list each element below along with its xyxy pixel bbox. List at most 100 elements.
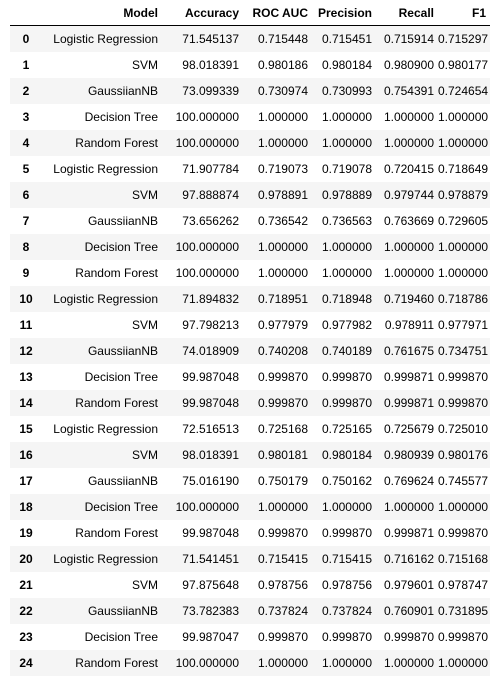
precision-cell: 0.750162 bbox=[321, 473, 372, 488]
roc-auc-cell: 0.740208 bbox=[257, 343, 308, 358]
recall-cell: 1.000000 bbox=[383, 265, 434, 280]
header-row: Model Accuracy ROC AUC Precision Recall … bbox=[10, 0, 490, 26]
model-cell: Decision Tree bbox=[84, 109, 158, 124]
precision-cell: 0.999870 bbox=[321, 395, 372, 410]
precision-cell: 1.000000 bbox=[321, 109, 372, 124]
column-header-recall: Recall bbox=[376, 0, 438, 26]
table-row: 9 Random Forest 100.000000 1.000000 1.000000… bbox=[10, 259, 490, 286]
precision-cell: 0.980184 bbox=[321, 447, 372, 462]
precision-cell: 0.730993 bbox=[321, 83, 372, 98]
precision-cell: 0.715451 bbox=[321, 31, 372, 46]
precision-cell: 1.000000 bbox=[321, 655, 372, 670]
recall-cell: 0.754391 bbox=[383, 83, 434, 98]
model-cell: GaussiianNB bbox=[87, 83, 158, 98]
precision-cell: 0.999870 bbox=[321, 525, 372, 540]
model-cell: Decision Tree bbox=[84, 629, 158, 644]
f1-cell: 1.000000 bbox=[438, 499, 489, 514]
accuracy-cell: 99.987047 bbox=[182, 629, 239, 644]
model-cell: GaussiianNB bbox=[87, 343, 158, 358]
row-index: 3 bbox=[22, 109, 30, 124]
accuracy-cell: 100.000000 bbox=[175, 239, 239, 254]
accuracy-cell: 99.987048 bbox=[182, 525, 239, 540]
model-cell: Random Forest bbox=[75, 135, 158, 150]
roc-auc-cell: 0.980181 bbox=[257, 447, 308, 462]
model-cell: Random Forest bbox=[75, 395, 158, 410]
accuracy-cell: 98.018391 bbox=[182, 57, 239, 72]
f1-cell: 1.000000 bbox=[438, 265, 489, 280]
table-row: 8 Decision Tree 100.000000 1.000000 1.000000… bbox=[10, 233, 490, 260]
model-cell: Random Forest bbox=[75, 655, 158, 670]
table-row: 10 Logistic Regression 71.894832 0.718951 0.… bbox=[10, 285, 490, 312]
accuracy-cell: 71.894832 bbox=[182, 291, 239, 306]
model-cell: Decision Tree bbox=[84, 499, 158, 514]
model-cell: SVM bbox=[131, 57, 158, 72]
accuracy-cell: 73.099339 bbox=[182, 83, 239, 98]
table-row: 15 Logistic Regression 72.516513 0.725168 0.… bbox=[10, 415, 490, 442]
table-row: 2 GaussiianNB 73.099339 0.730974 0.730993 0.7… bbox=[10, 77, 490, 104]
f1-cell: 0.718649 bbox=[438, 161, 489, 176]
model-cell: SVM bbox=[131, 187, 158, 202]
accuracy-cell: 72.516513 bbox=[182, 421, 239, 436]
row-index: 13 bbox=[19, 369, 33, 384]
roc-auc-cell: 0.730974 bbox=[257, 83, 308, 98]
table-row: 0 Logistic Regression 71.545137 0.715448 0.7… bbox=[10, 25, 490, 52]
table-row: 4 Random Forest 100.000000 1.000000 1.000000… bbox=[10, 129, 490, 156]
roc-auc-cell: 1.000000 bbox=[257, 135, 308, 150]
row-index: 21 bbox=[19, 577, 33, 592]
recall-cell: 0.769624 bbox=[383, 473, 434, 488]
roc-auc-cell: 0.999870 bbox=[257, 525, 308, 540]
precision-cell: 0.740189 bbox=[321, 343, 372, 358]
table-header: Model Accuracy ROC AUC Precision Recall … bbox=[10, 0, 490, 26]
roc-auc-cell: 1.000000 bbox=[257, 109, 308, 124]
table-row: 1 SVM 98.018391 0.980186 0.980184 0.980900 0.9… bbox=[10, 51, 490, 78]
roc-auc-cell: 0.737824 bbox=[257, 603, 308, 618]
row-index: 17 bbox=[19, 473, 33, 488]
recall-cell: 0.719460 bbox=[383, 291, 434, 306]
table-row: 19 Random Forest 99.987048 0.999870 0.999870… bbox=[10, 519, 490, 546]
f1-cell: 0.718786 bbox=[438, 291, 489, 306]
column-header-accuracy: Accuracy bbox=[162, 0, 243, 26]
accuracy-cell: 97.798213 bbox=[182, 317, 239, 332]
model-cell: GaussiianNB bbox=[87, 473, 158, 488]
index-header bbox=[10, 0, 42, 26]
f1-cell: 1.000000 bbox=[438, 109, 489, 124]
model-cell: Logistic Regression bbox=[53, 421, 158, 436]
recall-cell: 1.000000 bbox=[383, 135, 434, 150]
accuracy-cell: 73.656262 bbox=[182, 213, 239, 228]
roc-auc-cell: 1.000000 bbox=[257, 265, 308, 280]
row-index: 10 bbox=[19, 291, 33, 306]
accuracy-cell: 71.907784 bbox=[182, 161, 239, 176]
precision-cell: 1.000000 bbox=[321, 265, 372, 280]
roc-auc-cell: 1.000000 bbox=[257, 239, 308, 254]
recall-cell: 0.761675 bbox=[383, 343, 434, 358]
roc-auc-cell: 0.978891 bbox=[257, 187, 308, 202]
precision-cell: 0.977982 bbox=[321, 317, 372, 332]
recall-cell: 0.999871 bbox=[383, 395, 434, 410]
table-row: 17 GaussiianNB 75.016190 0.750179 0.750162 0.… bbox=[10, 467, 490, 494]
f1-cell: 1.000000 bbox=[438, 655, 489, 670]
recall-cell: 0.999871 bbox=[383, 369, 434, 384]
f1-cell: 0.999870 bbox=[438, 525, 489, 540]
f1-cell: 0.978747 bbox=[438, 577, 489, 592]
results-table: Model Accuracy ROC AUC Precision Recall … bbox=[10, 0, 490, 676]
f1-cell: 0.999870 bbox=[438, 395, 489, 410]
roc-auc-cell: 0.719073 bbox=[257, 161, 308, 176]
row-index: 6 bbox=[22, 187, 30, 202]
f1-cell: 0.725010 bbox=[438, 421, 489, 436]
f1-cell: 0.999870 bbox=[438, 369, 489, 384]
f1-cell: 0.715168 bbox=[438, 551, 489, 566]
model-cell: SVM bbox=[131, 317, 158, 332]
row-index: 16 bbox=[19, 447, 33, 462]
recall-cell: 0.715914 bbox=[383, 31, 434, 46]
table-row: 22 GaussiianNB 73.782383 0.737824 0.737824 0.… bbox=[10, 597, 490, 624]
f1-cell: 0.734751 bbox=[438, 343, 489, 358]
precision-cell: 0.718948 bbox=[321, 291, 372, 306]
row-index: 7 bbox=[22, 213, 30, 228]
f1-cell: 0.724654 bbox=[438, 83, 489, 98]
row-index: 15 bbox=[19, 421, 33, 436]
table-row: 12 GaussiianNB 74.018909 0.740208 0.740189 0.… bbox=[10, 337, 490, 364]
row-index: 9 bbox=[22, 265, 30, 280]
row-index: 19 bbox=[19, 525, 33, 540]
precision-cell: 1.000000 bbox=[321, 239, 372, 254]
model-cell: Random Forest bbox=[75, 525, 158, 540]
